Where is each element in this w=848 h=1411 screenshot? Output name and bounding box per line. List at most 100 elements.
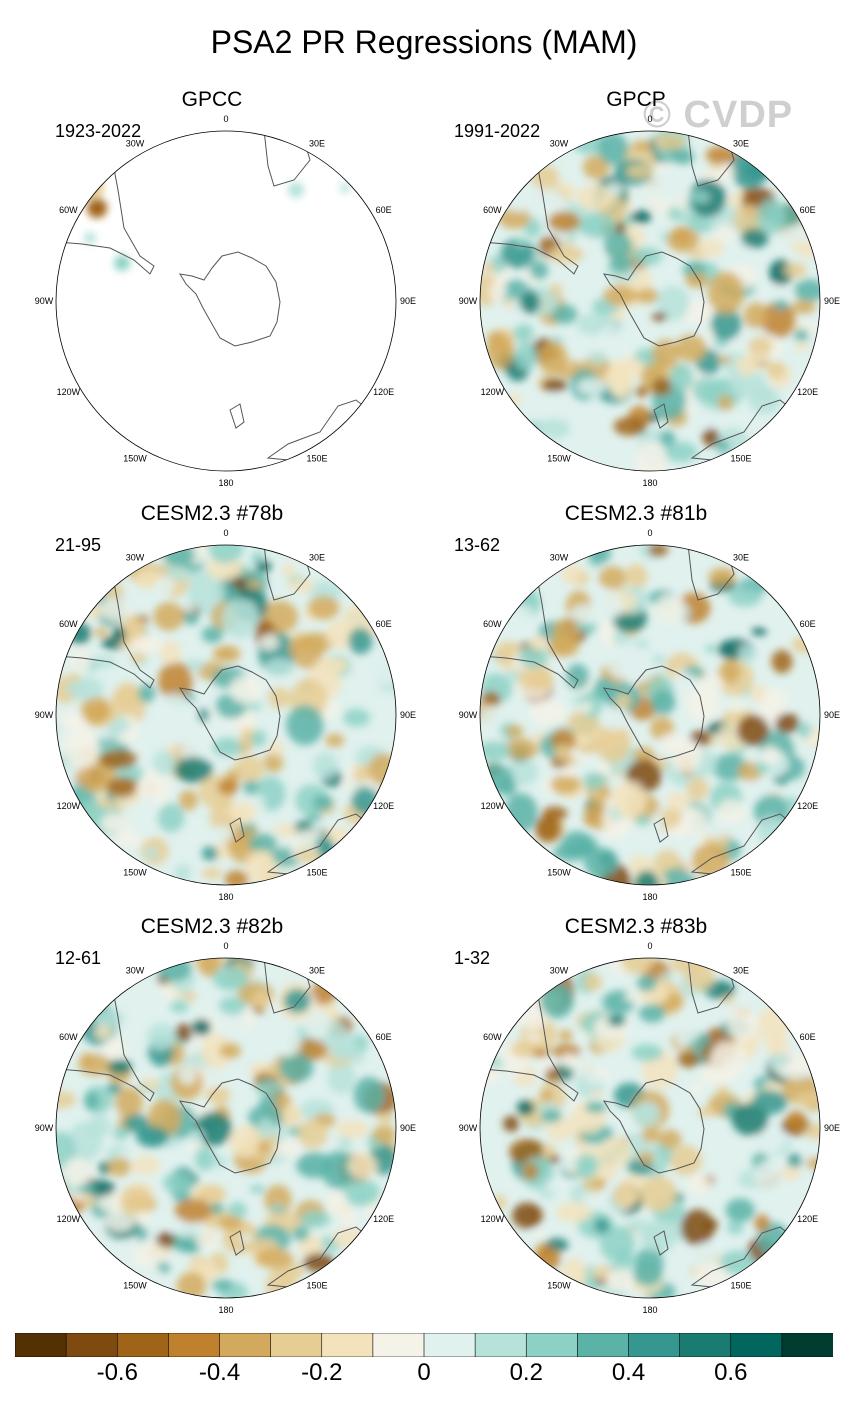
precip-anomaly-patch — [652, 653, 666, 666]
precip-anomaly-patch — [613, 1182, 639, 1209]
africa-coast — [263, 131, 311, 187]
africa-coast — [263, 545, 311, 601]
precip-anomaly-patch — [308, 581, 343, 602]
precip-anomaly-patch — [685, 962, 715, 991]
colorbar-tick-label: -0.6 — [96, 1359, 138, 1386]
precip-anomaly-patch — [544, 390, 561, 403]
precip-anomaly-patch — [597, 785, 611, 798]
precip-anomaly-patch — [512, 1202, 543, 1229]
precip-anomaly-patch — [162, 1172, 195, 1194]
precip-anomaly-patch — [119, 1185, 153, 1218]
precip-anomaly-patch — [669, 738, 703, 773]
precip-anomaly-patch — [730, 822, 755, 840]
precip-anomaly-patch — [692, 842, 730, 878]
longitude-label: 0 — [223, 114, 228, 124]
precip-anomaly-patch — [68, 673, 81, 682]
longitude-label: 180 — [218, 892, 233, 902]
precip-anomaly-patch — [642, 1125, 661, 1143]
precip-anomaly-patch — [665, 441, 698, 463]
precip-anomaly-patch — [535, 815, 561, 843]
precip-anomaly-patch — [146, 1023, 177, 1050]
longitude-label: 60E — [376, 1032, 392, 1042]
precip-anomaly-patch — [705, 644, 718, 653]
precip-anomaly-patch — [234, 1072, 252, 1082]
precip-anomaly-patch — [751, 627, 767, 636]
precip-anomaly-patch — [651, 377, 672, 396]
precip-anomaly-patch — [635, 441, 668, 471]
colorbar — [15, 1333, 833, 1357]
precip-anomaly-patch — [252, 989, 271, 1009]
precip-anomaly-patch — [755, 762, 770, 774]
longitude-label: 150E — [306, 868, 327, 878]
precip-anomaly-patch — [760, 301, 796, 338]
precip-anomaly-patch — [196, 1184, 227, 1204]
longitude-label: 150W — [123, 1281, 147, 1291]
precip-anomaly-patch — [342, 1179, 381, 1207]
precip-anomaly-patch — [139, 1077, 160, 1089]
longitude-label: 120E — [797, 1214, 818, 1224]
precip-anomaly-patch — [353, 1076, 385, 1114]
precip-anomaly-patch — [675, 1016, 700, 1044]
precip-anomaly-patch — [762, 1138, 776, 1155]
precip-anomaly-patch — [651, 312, 668, 322]
precip-anomaly-patch — [155, 693, 194, 734]
colorbar-swatch — [730, 1333, 783, 1357]
precip-anomaly-patch — [174, 1023, 194, 1042]
longitude-label: 60W — [483, 205, 502, 215]
precip-anomaly-patch — [634, 870, 660, 885]
precip-anomaly-patch — [273, 824, 298, 837]
precip-anomaly-patch — [229, 1125, 261, 1158]
longitude-label: 90W — [459, 710, 478, 720]
precip-anomaly-patch — [283, 988, 311, 1014]
map-panel: CESM2.3 #78b 21-95 0 30E 60E 90E 120E 150E 180 15… — [0, 502, 424, 912]
precip-anomaly-patch — [728, 586, 763, 607]
precip-anomaly-patch — [729, 369, 767, 399]
colorbar-swatch — [168, 1333, 221, 1357]
precip-anomaly-patch — [685, 686, 720, 722]
precip-anomaly-patch — [766, 361, 786, 379]
precip-anomaly-patch — [751, 1090, 788, 1115]
precip-anomaly-patch — [86, 604, 103, 619]
precip-anomaly-patch — [307, 595, 340, 620]
precip-anomaly-patch — [502, 299, 515, 309]
map-boundary — [479, 957, 821, 1299]
precip-anomaly-patch — [620, 958, 653, 975]
precip-anomaly-patch — [312, 794, 334, 812]
longitude-label: 90W — [35, 296, 54, 306]
longitude-label: 180 — [642, 1305, 657, 1315]
precip-anomaly-patch — [656, 285, 690, 321]
map-boundary — [479, 544, 821, 886]
longitude-label: 60E — [376, 619, 392, 629]
map-boundary — [55, 957, 397, 1299]
precip-anomaly-patch — [529, 260, 549, 280]
precip-anomaly-patch — [212, 825, 234, 844]
precip-anomaly-patch — [120, 614, 145, 643]
precip-anomaly-patch — [761, 745, 779, 765]
precip-anomaly-patch — [727, 701, 746, 712]
precip-anomaly-patch — [257, 1141, 272, 1153]
precip-anomaly-patch — [182, 603, 196, 614]
polar-map: 0 30E 60E 90E 120E 150E 180 150W 120W 90W 60W 30W — [459, 528, 840, 902]
new-zealand-coast — [653, 817, 669, 843]
precip-anomaly-patch — [580, 1193, 594, 1201]
panel-period: 12-61 — [55, 948, 102, 968]
precip-anomaly-patch — [137, 683, 156, 703]
precip-anomaly-patch — [648, 545, 669, 557]
precip-anomaly-patch — [250, 730, 267, 747]
precip-anomaly-patch — [63, 1157, 93, 1187]
precip-anomaly-patch — [585, 1101, 607, 1113]
precip-anomaly-patch — [182, 612, 199, 625]
precip-anomaly-patch — [505, 725, 524, 737]
longitude-label: 30W — [126, 138, 145, 148]
longitude-label: 120E — [797, 387, 818, 397]
precip-anomaly-patch — [534, 1246, 561, 1272]
map-panel: GPCP 1991-2022 0 30E 60E 90E 120E 150E 180 150W 12… — [424, 88, 848, 498]
precip-anomaly-patch — [770, 1054, 787, 1070]
precip-anomaly-patch — [287, 642, 304, 651]
precip-anomaly-patch — [742, 189, 755, 201]
precip-anomaly-patch — [736, 355, 758, 376]
precip-anomaly-patch — [620, 645, 650, 676]
precip-anomaly-patch — [157, 803, 185, 833]
precip-anomaly-patch — [702, 427, 720, 447]
longitude-label: 30E — [733, 552, 749, 562]
